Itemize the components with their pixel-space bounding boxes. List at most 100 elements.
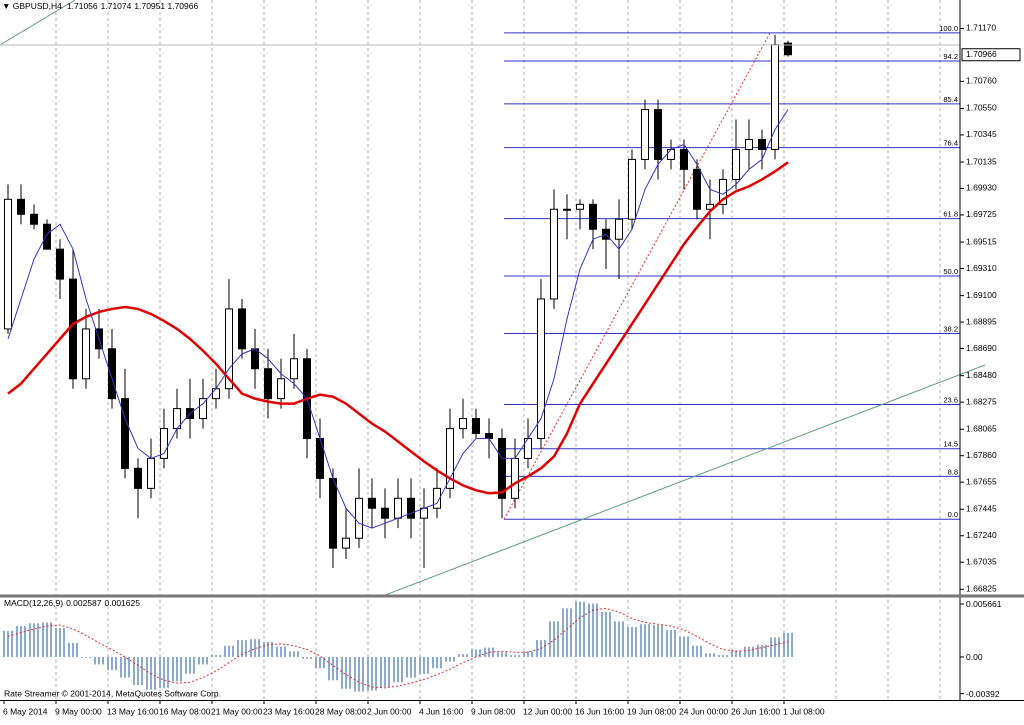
candle-body — [680, 148, 688, 170]
macd-bar — [50, 622, 52, 657]
candle-body — [537, 298, 545, 440]
macd-bar — [358, 656, 360, 692]
macd-bar — [783, 632, 785, 657]
macd-bar — [588, 603, 590, 657]
macd-bar — [566, 608, 568, 657]
macd-header: MACD(12,26,9) 0.002587 0.001625 — [4, 598, 140, 608]
macd-bar — [206, 656, 208, 665]
candle-body — [43, 223, 51, 250]
x-tick-label: 24 Jun 00:00 — [679, 706, 728, 716]
macd-bar — [787, 632, 789, 657]
candle-body — [784, 42, 792, 56]
candle-body — [771, 44, 779, 150]
macd-bar — [306, 656, 308, 659]
candle-body — [498, 438, 506, 499]
macd-bar — [739, 650, 741, 657]
macd-bar — [263, 641, 265, 657]
macd-bar — [193, 656, 195, 674]
candle-body — [199, 398, 207, 420]
macd-bar — [653, 625, 655, 657]
candle-body — [134, 467, 142, 489]
macd-bar — [72, 642, 74, 657]
macd-bar — [319, 656, 321, 669]
macd-bar — [462, 654, 464, 657]
macd-bar — [553, 621, 555, 657]
macd-bar — [68, 642, 70, 657]
macd-bar — [55, 627, 57, 657]
trend-line — [0, 0, 76, 46]
macd-bar — [761, 644, 763, 657]
candle-body — [459, 418, 467, 430]
candle-body — [238, 308, 246, 350]
macd-bar — [692, 645, 694, 657]
macd-bar — [718, 655, 720, 657]
macd-bar — [185, 656, 187, 674]
y-tick-label: 1.68480 — [966, 370, 997, 380]
y-tick-label: 1.70345 — [966, 129, 997, 139]
y-tick-label: 1.69100 — [966, 290, 997, 300]
macd-bar — [523, 651, 525, 657]
macd-bar — [315, 656, 317, 669]
macd-bar — [302, 656, 304, 659]
macd-bar — [297, 651, 299, 657]
macd-bar — [557, 621, 559, 657]
macd-bar — [488, 647, 490, 657]
macd-bar — [705, 653, 707, 657]
macd-bar — [102, 656, 104, 665]
x-tick-label: 13 May 16:00 — [107, 706, 159, 716]
macd-bar — [605, 612, 607, 657]
macd-bar — [406, 656, 408, 678]
y-tick-label: 1.66825 — [966, 584, 997, 594]
macd-bar — [163, 656, 165, 688]
candle-body — [225, 308, 233, 390]
macd-bar — [640, 624, 642, 657]
macd-bar — [115, 656, 117, 671]
macd-bar — [94, 656, 96, 665]
x-tick-label: 21 May 00:00 — [211, 706, 263, 716]
y-tick-label: 1.67860 — [966, 450, 997, 460]
macd-bar — [583, 601, 585, 657]
macd-bar — [527, 651, 529, 657]
macd-bar — [657, 625, 659, 657]
macd-bar — [674, 629, 676, 657]
macd-bar — [107, 656, 109, 671]
signal-line — [7, 607, 789, 689]
x-tick-label: 26 Jun 16:00 — [731, 706, 780, 716]
macd-bar — [146, 656, 148, 690]
macd-bar — [492, 647, 494, 657]
macd-bar — [7, 630, 9, 657]
candle-body — [394, 497, 402, 519]
candle-body — [693, 168, 701, 210]
macd-bar — [310, 656, 312, 659]
macd-bar — [349, 656, 351, 689]
y-tick-label: 1.69310 — [966, 263, 997, 273]
macd-bar — [722, 655, 724, 657]
x-tick-label: 6 May 2014 — [3, 706, 48, 716]
macd-bar — [189, 656, 191, 674]
macd-bar — [393, 656, 395, 683]
candle-body — [355, 497, 363, 539]
high-value: 1.71074 — [101, 1, 132, 11]
macd-bar — [284, 646, 286, 657]
x-tick-label: 28 May 08:00 — [315, 706, 367, 716]
macd-bar — [661, 625, 663, 657]
macd-bar — [778, 637, 780, 657]
macd-bar — [81, 656, 83, 658]
macd-bar — [709, 653, 711, 657]
collapse-icon: ▼ — [2, 1, 13, 11]
candle-body — [758, 139, 766, 150]
candle-body — [17, 198, 25, 215]
macd-bar — [280, 646, 282, 657]
macd-bar — [11, 630, 13, 657]
macd-bar — [128, 656, 130, 678]
trend-line — [379, 364, 986, 598]
macd-bar — [354, 656, 356, 692]
macd-bar — [176, 656, 178, 682]
macd-bar — [735, 650, 737, 657]
x-tick-label: 12 Jun 00:00 — [523, 706, 572, 716]
macd-bar — [757, 644, 759, 657]
y-tick-label: 1.70550 — [966, 103, 997, 113]
macd-bar — [141, 656, 143, 686]
macd-bar — [293, 651, 295, 657]
